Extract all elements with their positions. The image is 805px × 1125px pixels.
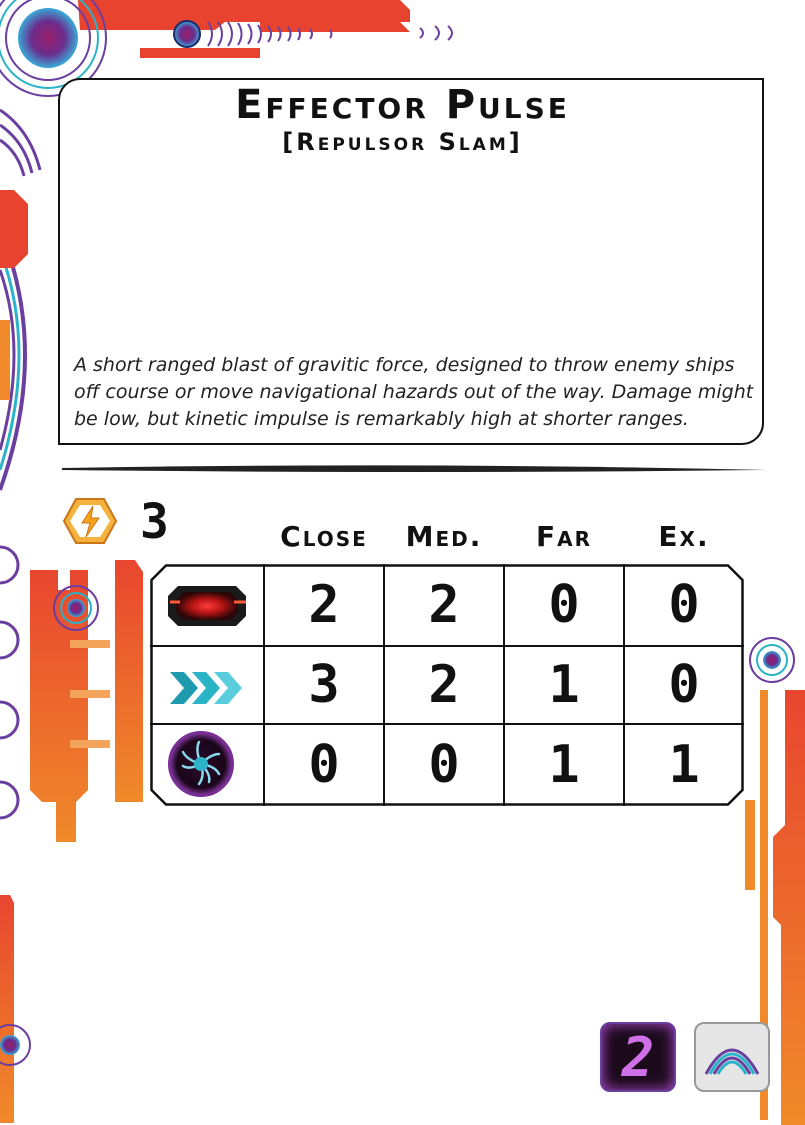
- cell-speed-extreme: 0: [668, 655, 700, 715]
- cell-creature-far: 1: [548, 735, 580, 795]
- flavor-text: A short ranged blast of gravitic force, …: [74, 354, 754, 430]
- cell-creature-close: 0: [308, 735, 340, 795]
- range-stats-table: 2 2 0 0 3 2 1 0 0 0 1 1: [150, 564, 744, 806]
- energy-bolt-icon: [62, 498, 118, 544]
- speed-chevrons-icon: [170, 672, 242, 704]
- cell-creature-extreme: 1: [668, 735, 700, 795]
- top-left-orb: [0, 0, 107, 97]
- tentacle-creature-icon: [168, 731, 234, 797]
- table-border: [150, 564, 744, 806]
- cell-damage-far: 0: [548, 575, 580, 635]
- arc-shield-icon: [704, 1048, 760, 1075]
- cell-speed-medium: 2: [428, 655, 460, 715]
- range-header-extreme: Ex.: [658, 520, 710, 553]
- type-badge: [694, 1022, 770, 1092]
- cell-damage-extreme: 0: [668, 575, 700, 635]
- cell-damage-medium: 2: [428, 575, 460, 635]
- energy-value: 3: [140, 494, 169, 550]
- cell-speed-close: 3: [308, 655, 340, 715]
- left-orb: [53, 585, 99, 631]
- damage-icon: [168, 586, 246, 626]
- level-badge: 2: [600, 1022, 676, 1092]
- cell-speed-far: 1: [548, 655, 580, 715]
- range-header-close: Close: [280, 520, 368, 553]
- range-header-medium: Med.: [405, 520, 483, 553]
- right-orb: [749, 637, 795, 683]
- card-info-box: [58, 78, 764, 445]
- cell-creature-medium: 0: [428, 735, 460, 795]
- card-subtitle: [Repulsor Slam]: [282, 128, 523, 156]
- level-value: 2: [621, 1025, 655, 1089]
- cell-damage-close: 2: [308, 575, 340, 635]
- card-title: Effector Pulse: [235, 82, 570, 128]
- range-header-far: Far: [535, 520, 592, 553]
